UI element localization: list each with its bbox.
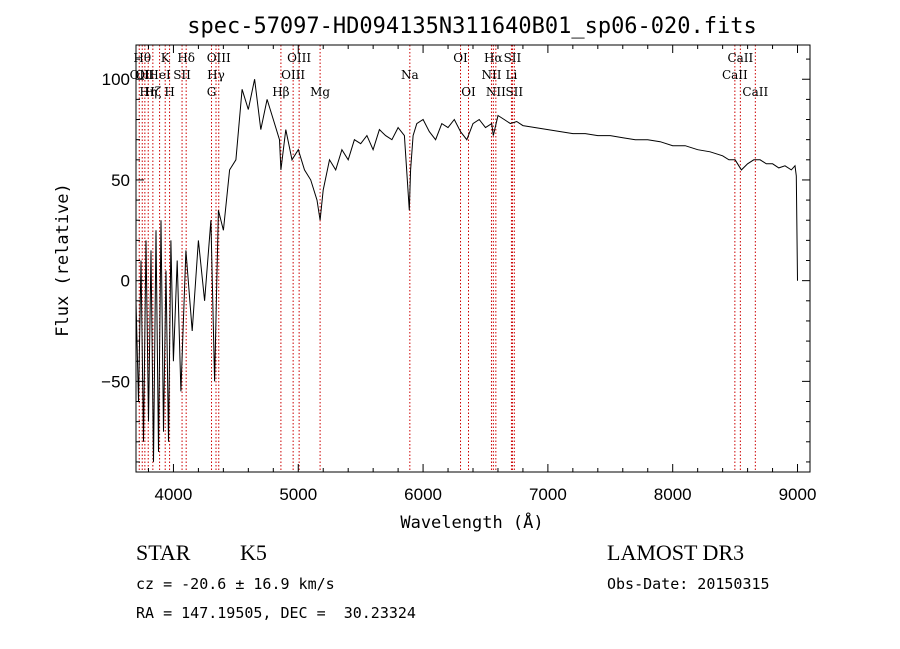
- y-tick-label: 50: [111, 171, 130, 190]
- chart-title: spec-57097-HD094135N311640B01_sp06-020.f…: [187, 14, 757, 39]
- line-marker-label: SII: [173, 68, 191, 82]
- x-axis-label: Wavelength (Å): [400, 511, 543, 533]
- line-marker-label: OI: [461, 85, 476, 99]
- x-tick-label: 7000: [529, 485, 567, 504]
- y-tick-label: 0: [121, 272, 130, 291]
- survey-name: LAMOST DR3: [607, 540, 745, 565]
- line-marker-label: OIII: [281, 68, 305, 82]
- line-marker-label: SII: [504, 51, 522, 65]
- line-marker-label: Mg: [310, 85, 330, 99]
- line-marker-label: Hθ: [133, 51, 151, 65]
- line-marker-label: K: [161, 51, 171, 65]
- line-marker-label: NII: [481, 68, 501, 82]
- redshift-text: cz = -20.6 ± 16.9 km/s: [136, 575, 335, 593]
- line-marker-label: Hζ: [144, 85, 161, 99]
- object-class: STAR: [136, 540, 191, 565]
- line-marker-label: G: [207, 85, 217, 99]
- line-marker-label: Hα: [484, 51, 503, 65]
- x-tick-label: 8000: [654, 485, 692, 504]
- line-marker-label: CaII: [727, 51, 753, 65]
- line-marker-label: OIII: [207, 51, 231, 65]
- line-marker-label: Li: [506, 68, 518, 82]
- line-marker-label: NII: [486, 85, 506, 99]
- line-marker-label: Hγ: [207, 68, 225, 82]
- y-axis-ticks: −50 0 50 100: [101, 58, 810, 463]
- x-axis-ticks: 4000 5000 6000 7000 8000 9000: [147, 45, 817, 504]
- line-marker-label: Hδ: [177, 51, 195, 65]
- y-tick-label: 100: [102, 70, 130, 89]
- coordinates: RA = 147.19505, DEC = 30.23324: [136, 604, 416, 622]
- obs-date: Obs-Date: 20150315: [607, 575, 770, 593]
- plot-frame: [135, 44, 811, 473]
- line-marker-label: Hη: [139, 85, 157, 99]
- spectral-line-markers: [138, 45, 756, 472]
- line-marker-label: OII: [135, 68, 155, 82]
- x-tick-label: 5000: [279, 485, 317, 504]
- line-marker-label: Hβ: [272, 85, 289, 99]
- line-marker-label: H: [164, 85, 174, 99]
- line-marker-label: OIII: [287, 51, 311, 65]
- line-marker-label: OII: [130, 68, 150, 82]
- object-subclass: K5: [240, 540, 267, 565]
- line-marker-label: Na: [401, 68, 419, 82]
- line-marker-label: SII: [505, 85, 523, 99]
- line-marker-label: CaII: [742, 85, 768, 99]
- y-axis-label: Flux (relative): [53, 183, 73, 337]
- y-tick-label: −50: [101, 372, 130, 391]
- x-tick-label: 9000: [779, 485, 817, 504]
- x-tick-label: 4000: [155, 485, 193, 504]
- flux-series-line: [135, 79, 798, 462]
- line-marker-label: OI: [453, 51, 468, 65]
- line-marker-label: HeI: [148, 68, 171, 82]
- line-marker-label: CaII: [722, 68, 748, 82]
- x-tick-label: 6000: [404, 485, 442, 504]
